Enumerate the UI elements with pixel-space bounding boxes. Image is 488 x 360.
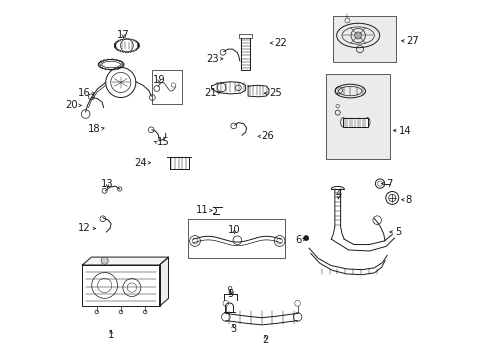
Bar [325, 74, 389, 159]
Text: 25: 25 [268, 88, 281, 98]
Text: 2: 2 [262, 334, 268, 345]
Text: 22: 22 [273, 38, 286, 48]
Text: 20: 20 [65, 100, 78, 111]
Text: 26: 26 [261, 131, 274, 141]
Text: 11: 11 [196, 206, 208, 216]
Text: 23: 23 [205, 54, 218, 64]
Circle shape [303, 235, 308, 240]
Text: 16: 16 [78, 88, 91, 98]
Text: 21: 21 [203, 88, 216, 98]
Text: 12: 12 [78, 224, 91, 233]
Bar [82, 265, 159, 306]
Circle shape [354, 32, 361, 39]
Text: 10: 10 [228, 225, 240, 235]
Bar [241, 37, 249, 69]
Text: 5: 5 [394, 227, 401, 237]
Text: 15: 15 [156, 138, 169, 147]
Text: 9: 9 [227, 289, 234, 299]
Bar [239, 35, 251, 38]
Bar [169, 157, 188, 169]
Text: 13: 13 [101, 179, 114, 189]
Polygon shape [82, 257, 168, 265]
Circle shape [101, 257, 108, 264]
Text: 14: 14 [398, 126, 410, 135]
Text: 24: 24 [134, 158, 147, 168]
Text: 18: 18 [87, 124, 100, 134]
Text: 8: 8 [405, 195, 411, 205]
Bar [152, 69, 182, 104]
Text: 27: 27 [406, 36, 419, 46]
Text: 6: 6 [294, 235, 301, 245]
Bar [343, 118, 367, 127]
Bar [333, 16, 395, 62]
Polygon shape [159, 257, 168, 306]
Text: 1: 1 [108, 330, 114, 340]
Text: 19: 19 [152, 75, 165, 85]
Text: 4: 4 [335, 189, 341, 199]
Text: 3: 3 [229, 324, 236, 334]
Text: 17: 17 [117, 30, 129, 40]
Text: 7: 7 [386, 179, 392, 189]
Bar [187, 219, 284, 258]
